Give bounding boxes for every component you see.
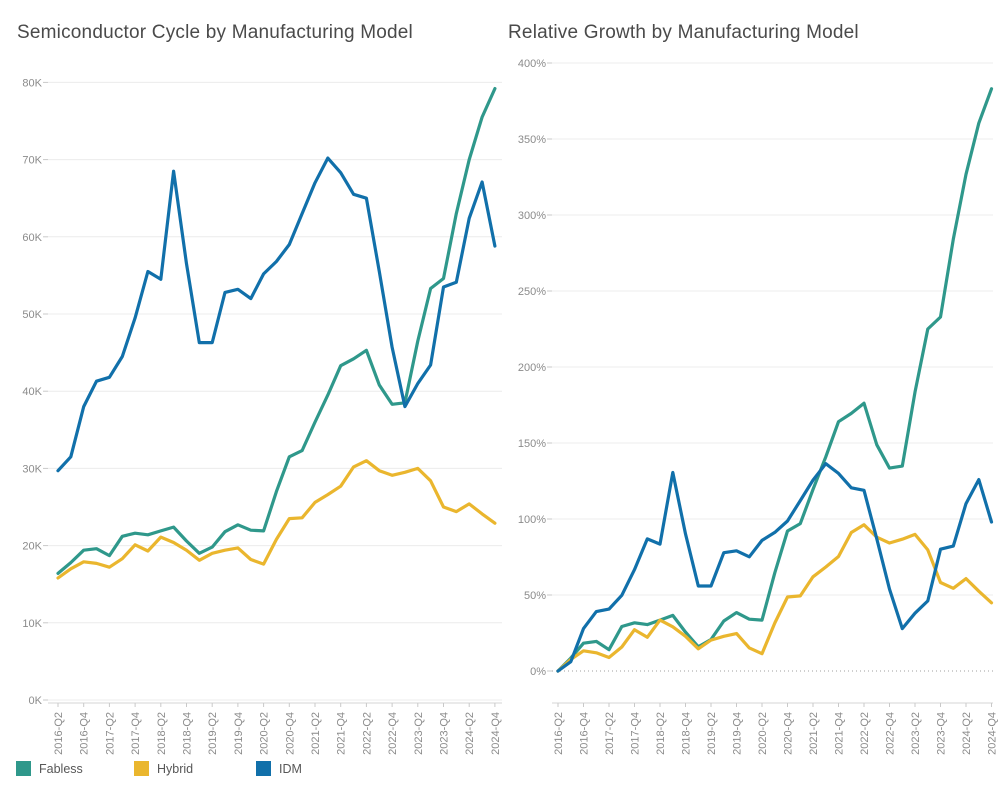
x-axis-label: 2021-Q4 xyxy=(336,712,348,755)
x-axis-label: 2017-Q2 xyxy=(604,712,616,755)
x-axis-label: 2016-Q2 xyxy=(553,712,565,755)
line-fabless[interactable] xyxy=(56,86,497,576)
legend-item-idm[interactable]: IDM xyxy=(256,761,302,776)
y-axis-label: 350% xyxy=(518,134,546,146)
x-axis-label: 2024-Q4 xyxy=(490,712,502,755)
y-axis-label: 70K xyxy=(22,155,42,167)
legend-label-fabless: Fabless xyxy=(39,761,83,776)
y-axis-label: 10K xyxy=(22,618,42,630)
y-axis-label: 50K xyxy=(22,309,42,321)
y-axis-label: 40K xyxy=(22,386,42,398)
x-axis-label: 2019-Q2 xyxy=(706,712,718,755)
y-axis-label: 250% xyxy=(518,286,546,298)
legend: Fabless Hybrid IDM xyxy=(0,761,520,785)
x-axis-label: 2024-Q4 xyxy=(987,712,999,755)
x-axis-label: 2021-Q2 xyxy=(808,712,820,755)
x-axis-label: 2016-Q2 xyxy=(53,712,65,755)
x-axis-label: 2018-Q4 xyxy=(182,712,194,755)
y-axis-label: 50% xyxy=(524,590,546,602)
semiconductor-cycle-chart: Semiconductor Cycle by Manufacturing Mod… xyxy=(0,0,505,800)
y-axis-label: 20K xyxy=(22,541,42,553)
x-axis-label: 2017-Q2 xyxy=(104,712,116,755)
y-axis-label: 0% xyxy=(530,666,546,678)
x-axis-label: 2021-Q4 xyxy=(834,712,846,755)
line-idm[interactable] xyxy=(56,156,497,473)
y-axis-label: 400% xyxy=(518,58,546,70)
x-axis-label: 2022-Q4 xyxy=(387,712,399,755)
x-axis-label: 2020-Q4 xyxy=(783,712,795,755)
semiconductor-cycle-plot[interactable]: 0K 10K 20K 30K 40K 50K 60K 70K 80K 2016-Q2 2016-Q4… xyxy=(0,0,505,800)
x-axis-label: 2018-Q4 xyxy=(681,712,693,755)
y-axis-label: 0K xyxy=(29,695,43,707)
x-axis-label: 2023-Q4 xyxy=(439,712,451,755)
y-axis-label: 300% xyxy=(518,210,546,222)
x-axis-label: 2018-Q2 xyxy=(655,712,667,755)
line-idm[interactable] xyxy=(556,462,994,673)
x-axis-label: 2024-Q2 xyxy=(961,712,973,755)
x-axis-label: 2018-Q2 xyxy=(156,712,168,755)
x-axis-label: 2019-Q4 xyxy=(233,712,245,755)
line-hybrid[interactable] xyxy=(556,523,994,673)
relative-growth-plot[interactable]: 0% 50% 100% 150% 200% 250% 300% 350% 400% 2016-Q2… xyxy=(505,0,1000,800)
x-axis-label: 2023-Q2 xyxy=(413,712,425,755)
x-axis-label: 2020-Q4 xyxy=(284,712,296,755)
x-axis-label: 2022-Q2 xyxy=(859,712,871,755)
x-axis-label: 2019-Q4 xyxy=(732,712,744,755)
idm-swatch xyxy=(256,761,271,776)
y-axis-label: 80K xyxy=(22,77,42,89)
fabless-swatch xyxy=(16,761,31,776)
legend-label-hybrid: Hybrid xyxy=(157,761,194,776)
x-axis-labels: 2016-Q2 2016-Q4 2017-Q2 2017-Q4 2018-Q2 2018-… xyxy=(53,703,502,755)
chart-title-left: Semiconductor Cycle by Manufacturing Mod… xyxy=(17,22,413,43)
gridlines: 0K 10K 20K 30K 40K 50K 60K 70K 80K xyxy=(22,77,502,707)
x-axis-label: 2022-Q4 xyxy=(885,712,897,755)
y-axis-label: 60K xyxy=(22,232,42,244)
gridlines: 0% 50% 100% 150% 200% 250% 300% 350% 400% xyxy=(518,58,993,678)
y-axis-label: 100% xyxy=(518,514,546,526)
x-axis-label: 2020-Q2 xyxy=(259,712,271,755)
x-axis-label: 2023-Q4 xyxy=(936,712,948,755)
x-axis-label: 2017-Q4 xyxy=(630,712,642,755)
x-axis-label: 2017-Q4 xyxy=(130,712,142,755)
relative-growth-chart: Relative Growth by Manufacturing Model 0… xyxy=(505,0,1000,800)
line-hybrid[interactable] xyxy=(56,459,497,580)
x-axis-label: 2020-Q2 xyxy=(757,712,769,755)
x-axis-label: 2016-Q4 xyxy=(79,712,91,755)
legend-item-hybrid[interactable]: Hybrid xyxy=(134,761,193,776)
x-axis-label: 2023-Q2 xyxy=(910,712,922,755)
x-axis-label: 2022-Q2 xyxy=(361,712,373,755)
x-axis-label: 2019-Q2 xyxy=(207,712,219,755)
hybrid-swatch xyxy=(134,761,149,776)
x-axis-label: 2016-Q4 xyxy=(579,712,591,755)
y-axis-label: 200% xyxy=(518,362,546,374)
legend-label-idm: IDM xyxy=(279,761,302,776)
chart-title-right: Relative Growth by Manufacturing Model xyxy=(508,22,859,43)
y-axis-label: 150% xyxy=(518,438,546,450)
x-axis-label: 2021-Q2 xyxy=(310,712,322,755)
x-axis-label: 2024-Q2 xyxy=(464,712,476,755)
y-axis-label: 30K xyxy=(22,463,42,475)
legend-item-fabless[interactable]: Fabless xyxy=(16,761,83,776)
line-fabless[interactable] xyxy=(556,87,994,673)
x-axis-labels: 2016-Q2 2016-Q4 2017-Q2 2017-Q4 2018-Q2 2018-… xyxy=(553,703,999,755)
